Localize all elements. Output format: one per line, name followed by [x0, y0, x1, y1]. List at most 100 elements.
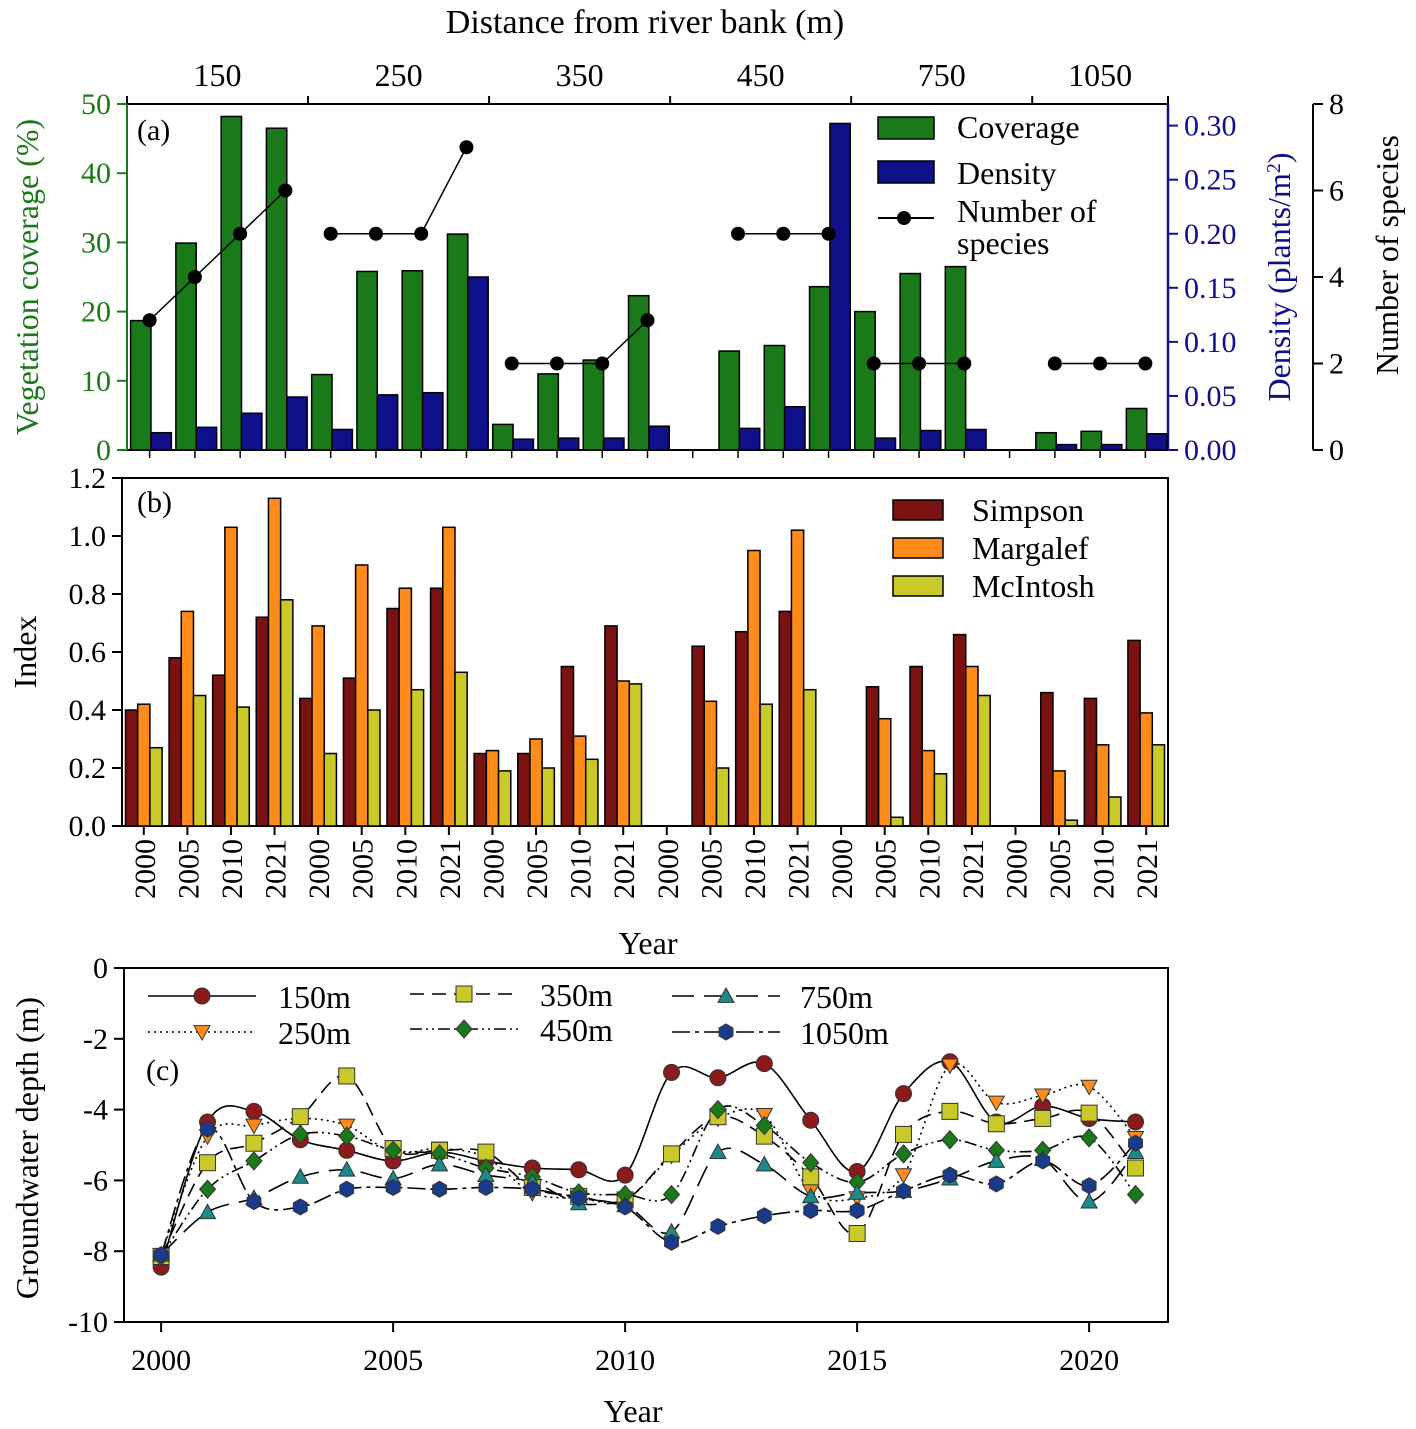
- legend-label-mcintosh: McIntosh: [972, 568, 1095, 604]
- bar-density: [376, 394, 399, 451]
- species-marker: [142, 313, 157, 328]
- x-tick-label-b: 2000: [477, 839, 510, 899]
- x-tick-label-b: 2010: [565, 839, 598, 899]
- y-axis-label-index: Index: [7, 616, 43, 689]
- marker-350m: [199, 1154, 217, 1172]
- marker-750m: [337, 1160, 356, 1177]
- marker-1050m: [153, 1246, 169, 1264]
- y-tick-label-species: 4: [1329, 261, 1344, 294]
- bar-mcintosh: [890, 816, 904, 827]
- bar-density: [874, 437, 897, 451]
- x-tick-label-b: 2000: [826, 839, 859, 899]
- marker-750m: [987, 1151, 1006, 1168]
- bar-simpson: [211, 674, 226, 827]
- y-tick-label-left: 30: [81, 226, 111, 259]
- panel-b-bars: [124, 497, 1166, 827]
- y-tick-label-left: 20: [81, 296, 111, 329]
- x-tick-label-b: 2021: [783, 839, 816, 899]
- marker-750m: [755, 1155, 774, 1172]
- bar-coverage: [1035, 431, 1057, 451]
- species-marker: [459, 140, 474, 155]
- y-axis-label-species: Number of species: [1369, 135, 1405, 375]
- marker-750m: [430, 1155, 449, 1172]
- marker-350m: [941, 1102, 959, 1120]
- marker-350m: [1080, 1104, 1098, 1122]
- marker-450m: [1080, 1128, 1098, 1148]
- species-marker: [368, 226, 383, 241]
- panel-a-label: (a): [137, 114, 170, 147]
- bar-coverage: [356, 270, 379, 451]
- bar-coverage: [446, 233, 469, 451]
- legend-label-1050m: 1050m: [800, 1015, 889, 1051]
- marker-1050m: [478, 1178, 494, 1197]
- panel-a-legend: Coverage Density Number of species: [877, 109, 1097, 261]
- line-750m: [160, 1147, 1137, 1256]
- bar-margalef: [1095, 744, 1110, 827]
- top-axis-ticks: 150 250 350 450 750 1050: [126, 57, 1169, 104]
- species-marker: [957, 356, 972, 371]
- legend-label-species-2: species: [957, 225, 1049, 261]
- marker-150m: [895, 1085, 913, 1103]
- top-axis-title: Distance from river bank (m): [446, 4, 844, 41]
- legend-marker-250m: [193, 1025, 211, 1042]
- y-tick-label-species: 0: [1329, 434, 1344, 467]
- bar-simpson: [865, 686, 880, 827]
- bar-margalef: [398, 587, 413, 827]
- bar-density: [602, 437, 625, 451]
- y-tick-label-species: 2: [1329, 348, 1344, 381]
- bar-coverage: [491, 423, 514, 451]
- panel-b-axes: 0.0 0.2 0.4 0.6 0.8 1.0 1.2 2000 2005 2010 2021 200…: [69, 462, 1169, 899]
- y-tick-label-b: 0.8: [69, 578, 107, 611]
- y-tick-label-c: -4: [83, 1094, 108, 1127]
- bar-density: [512, 438, 535, 451]
- y-tick-label-density: 0.20: [1184, 218, 1237, 251]
- x-tick-label-b: 2005: [1044, 839, 1077, 899]
- y-tick-label-b: 1.0: [69, 520, 107, 553]
- bar-simpson: [604, 625, 618, 827]
- legend-marker-450m: [455, 1019, 473, 1039]
- bar-simpson: [691, 645, 706, 827]
- bar-mcintosh: [977, 694, 991, 827]
- y-tick-label-b: 0.6: [69, 636, 107, 669]
- bar-simpson: [473, 752, 488, 827]
- marker-250m: [1080, 1079, 1098, 1096]
- bar-density: [738, 427, 761, 451]
- y-axis-label-density: Density (plants/m2): [1261, 152, 1297, 401]
- marker-350m: [1127, 1159, 1145, 1177]
- bar-coverage: [220, 115, 243, 451]
- bar-density: [331, 428, 354, 451]
- bar-simpson: [255, 616, 270, 827]
- bar-mcintosh: [1064, 819, 1079, 827]
- top-tick-label: 750: [918, 57, 966, 93]
- bar-density: [195, 426, 218, 451]
- panel-c-axes: 0 -2 -4 -6 -8 -10 2000 2005 2010 2015 2020: [68, 952, 1169, 1377]
- bar-coverage: [401, 270, 424, 451]
- x-tick-label-b: 2010: [913, 839, 946, 899]
- legend-label-density: Density: [957, 155, 1057, 191]
- x-tick-label-c: 2000: [131, 1344, 191, 1377]
- bar-density: [829, 122, 852, 451]
- legend-label-450m: 450m: [540, 1012, 613, 1048]
- y-tick-label-c: -6: [83, 1164, 108, 1197]
- y-tick-label-species: 6: [1329, 175, 1344, 208]
- y-tick-label-left: 0: [96, 434, 111, 467]
- bar-margalef: [877, 717, 892, 827]
- x-tick-label-c: 2020: [1059, 1344, 1119, 1377]
- bar-mcintosh: [279, 599, 294, 827]
- marker-750m: [709, 1143, 727, 1159]
- bar-mcintosh: [1151, 744, 1166, 827]
- marker-350m: [895, 1125, 913, 1143]
- x-tick-label-b: 2021: [434, 839, 467, 899]
- bar-mcintosh: [323, 752, 338, 827]
- panel-c-lines: [152, 1053, 1145, 1276]
- bar-margalef: [485, 749, 500, 827]
- legend-label-margalef: Margalef: [972, 530, 1089, 566]
- marker-450m: [245, 1151, 263, 1171]
- marker-1050m: [1081, 1177, 1097, 1195]
- species-marker: [866, 356, 881, 371]
- bar-margalef: [965, 665, 979, 827]
- bar-mcintosh: [1107, 796, 1122, 827]
- marker-1050m: [432, 1180, 447, 1198]
- bar-coverage: [1080, 430, 1103, 451]
